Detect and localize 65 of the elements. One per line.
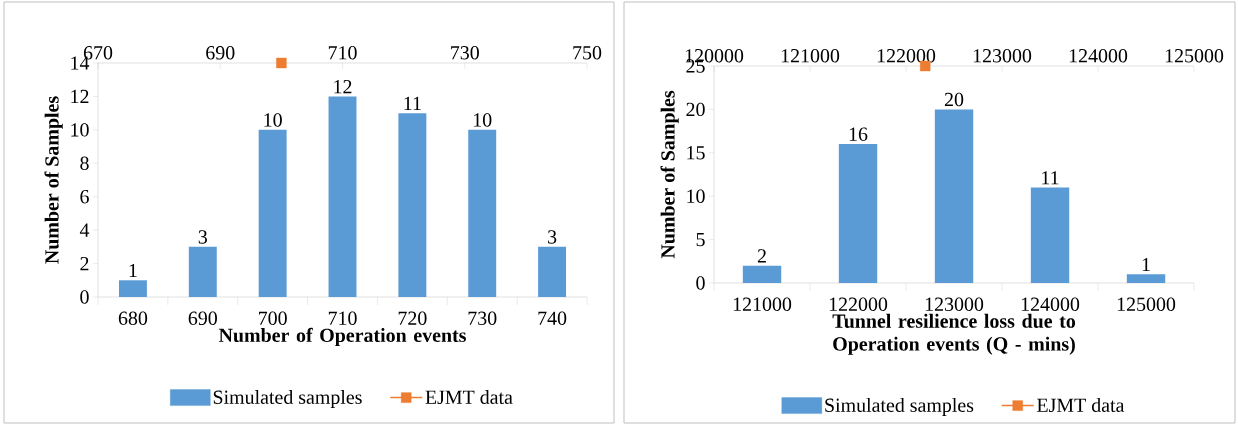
x2-tick-label: 125000 [1165,49,1224,63]
y-tick-label: 15 [687,146,705,160]
x-tick-label: 730 [468,311,497,325]
bar [538,246,567,297]
data-label: 2 [757,249,766,263]
bar [258,129,287,297]
bar [838,144,878,283]
legend-label: EJMT data [1037,397,1125,412]
x-tick-label: 121000 [733,297,792,311]
y-axis-title: Number of Samples [660,90,679,259]
data-label: 11 [404,96,421,110]
x-tick-label: 124000 [1021,297,1080,311]
x2-tick-label: 122000 [877,49,936,63]
x-axis-title: Number of Operation events [218,327,466,347]
y-tick-label: 5 [696,232,705,247]
y-tick-label: 4 [79,223,90,237]
y-tick-label: 20 [686,102,705,117]
y-tick-label: 0 [696,276,705,290]
legend-label: Simulated samples [213,389,362,409]
x2-tick-label: 710 [328,46,357,60]
bar [188,246,217,297]
data-label: 16 [849,127,868,141]
data-label: 10 [474,113,492,127]
x-tick-label: 740 [538,311,567,325]
data-label: 1 [129,263,137,278]
bar [328,96,357,297]
data-label: 3 [548,230,557,244]
y-tick-label: 8 [80,156,89,170]
legend-label: EJMT data [425,389,513,404]
x-tick-label: 123000 [925,297,984,311]
data-label: 11 [1042,171,1059,185]
x-tick-label: 710 [328,311,357,325]
data-label: 3 [198,230,207,244]
bar [118,280,147,297]
bar [1030,187,1070,283]
x2-tick-label: 123000 [973,49,1032,63]
x-axis-title: Tunnel resilience loss due to Operation events (Q - mins) [832,313,1076,355]
y-tick-label: 2 [80,256,89,271]
x2-tick-label: 121000 [781,49,840,63]
y-tick-label: 10 [71,123,89,137]
bar [468,129,497,297]
x2-tick-label: 730 [451,46,479,60]
bar [398,113,427,297]
legend-label: Simulated samples [825,397,974,417]
bar [742,265,782,283]
y-tick-label: 12 [71,89,89,104]
x2-tick-label: 690 [206,46,235,60]
y-axis-title: Number of Samples [44,96,63,264]
y-tick-label: 6 [80,190,89,204]
x2-tick-label: 750 [573,46,602,60]
data-label: 1 [1142,257,1150,272]
data-label: 20 [944,92,964,107]
x-tick-label: 720 [398,311,427,325]
x-tick-label: 700 [259,311,287,325]
y-tick-label: 0 [80,290,89,304]
x-tick-label: 122000 [829,297,888,311]
data-label: 12 [334,80,352,94]
x-tick-label: 680 [118,311,148,325]
x-tick-label: 690 [188,311,217,325]
x2-tick-label: 124000 [1069,49,1128,63]
y-tick-label: 10 [687,189,705,203]
bar [934,109,974,283]
x-tick-label: 125000 [1117,297,1176,311]
bar [1126,274,1166,283]
data-label: 10 [264,113,282,127]
